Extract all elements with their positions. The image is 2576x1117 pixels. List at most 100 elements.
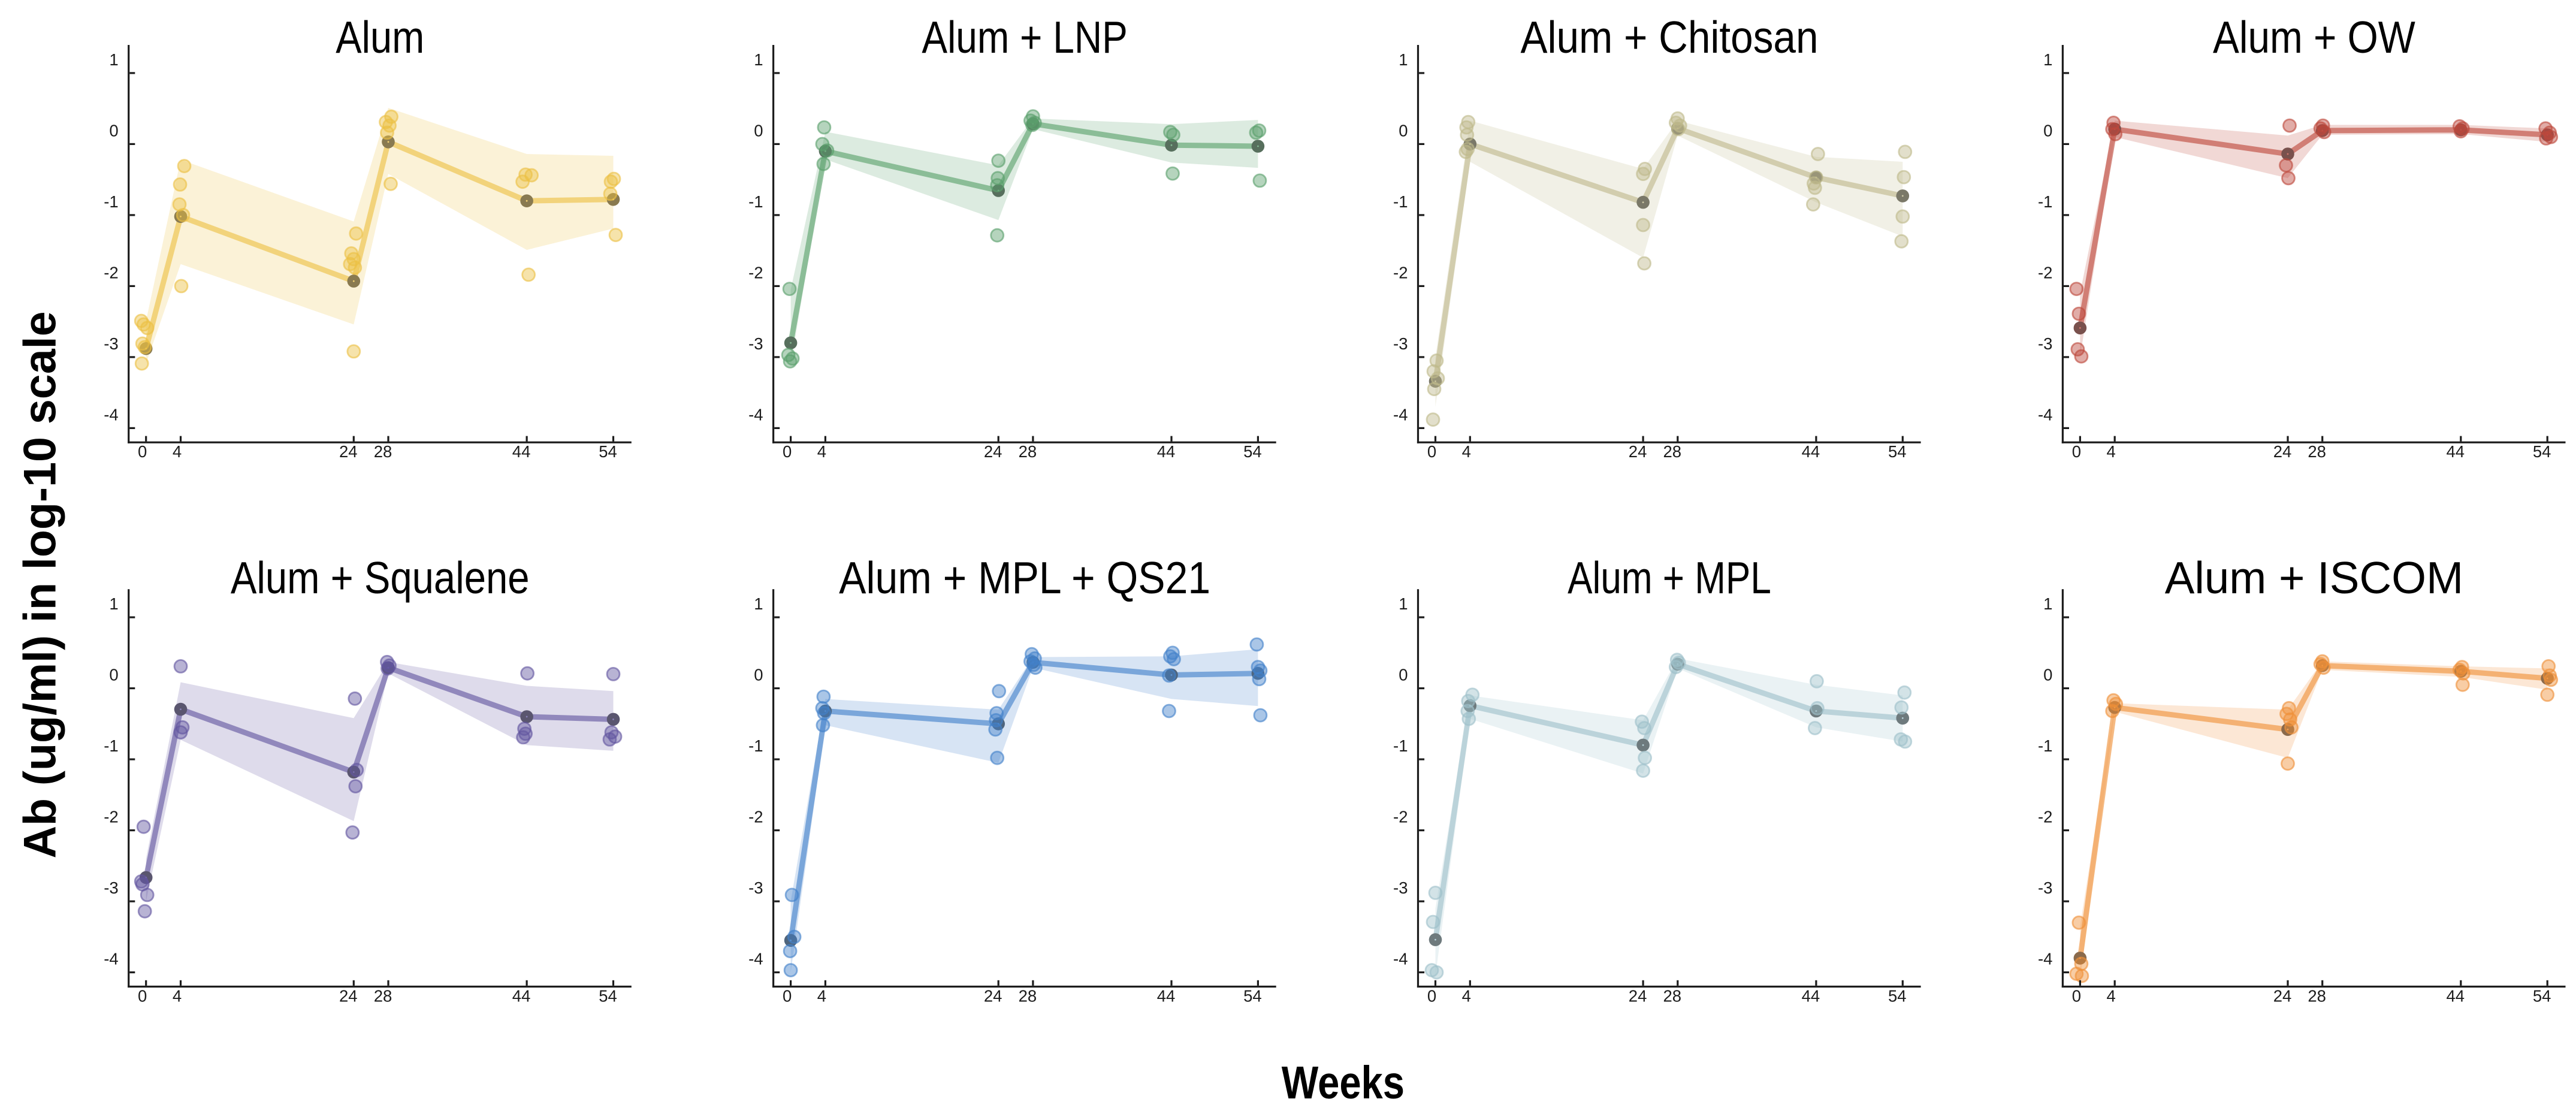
svg-text:28: 28 bbox=[2308, 442, 2326, 461]
svg-text:0: 0 bbox=[783, 986, 792, 1005]
svg-text:54: 54 bbox=[1888, 442, 1907, 461]
svg-text:0: 0 bbox=[1399, 121, 1408, 140]
svg-text:44: 44 bbox=[1157, 442, 1176, 461]
svg-text:-4: -4 bbox=[2038, 950, 2052, 968]
svg-text:-2: -2 bbox=[104, 808, 118, 826]
svg-text:-3: -3 bbox=[104, 878, 118, 897]
svg-text:-3: -3 bbox=[2038, 878, 2052, 897]
svg-text:44: 44 bbox=[2447, 442, 2465, 461]
svg-text:24: 24 bbox=[1629, 442, 1647, 461]
svg-text:0: 0 bbox=[2043, 666, 2052, 684]
svg-text:-3: -3 bbox=[748, 878, 763, 897]
svg-text:Alum + ISCOM: Alum + ISCOM bbox=[2165, 553, 2463, 603]
svg-text:4: 4 bbox=[1462, 986, 1471, 1005]
svg-text:-1: -1 bbox=[2038, 192, 2052, 211]
svg-text:28: 28 bbox=[1019, 986, 1037, 1005]
svg-text:4: 4 bbox=[173, 442, 182, 461]
svg-text:Alum + LNP: Alum + LNP bbox=[922, 12, 1128, 62]
svg-text:28: 28 bbox=[374, 986, 392, 1005]
svg-text:1: 1 bbox=[1399, 594, 1408, 613]
svg-text:1: 1 bbox=[1399, 50, 1408, 69]
svg-text:0: 0 bbox=[754, 121, 763, 140]
svg-text:0: 0 bbox=[2072, 986, 2081, 1005]
svg-text:44: 44 bbox=[1802, 986, 1820, 1005]
svg-text:1: 1 bbox=[754, 50, 763, 69]
svg-text:-4: -4 bbox=[104, 405, 118, 424]
svg-text:-4: -4 bbox=[2038, 405, 2052, 424]
svg-text:0: 0 bbox=[1427, 986, 1436, 1005]
svg-text:54: 54 bbox=[1888, 986, 1907, 1005]
svg-text:24: 24 bbox=[1629, 986, 1647, 1005]
svg-text:Alum + Chitosan: Alum + Chitosan bbox=[1521, 12, 1819, 62]
svg-text:4: 4 bbox=[2107, 442, 2116, 461]
svg-text:4: 4 bbox=[1462, 442, 1471, 461]
svg-text:0: 0 bbox=[754, 666, 763, 684]
svg-text:-2: -2 bbox=[1393, 263, 1408, 282]
svg-text:Alum + Squalene: Alum + Squalene bbox=[231, 553, 530, 603]
svg-text:Alum + MPL: Alum + MPL bbox=[1568, 553, 1771, 603]
svg-text:1: 1 bbox=[2043, 594, 2052, 613]
svg-text:0: 0 bbox=[138, 442, 147, 461]
svg-text:-2: -2 bbox=[104, 263, 118, 282]
svg-text:Alum + MPL + QS21: Alum + MPL + QS21 bbox=[839, 553, 1210, 603]
svg-text:Alum: Alum bbox=[336, 12, 424, 62]
svg-text:4: 4 bbox=[173, 986, 182, 1005]
svg-text:24: 24 bbox=[2273, 442, 2292, 461]
svg-text:-2: -2 bbox=[2038, 808, 2052, 826]
svg-text:4: 4 bbox=[817, 442, 826, 461]
svg-text:-1: -1 bbox=[748, 736, 763, 755]
svg-text:0: 0 bbox=[109, 666, 118, 684]
svg-text:0: 0 bbox=[2043, 121, 2052, 140]
svg-text:0: 0 bbox=[2072, 442, 2081, 461]
svg-text:-3: -3 bbox=[2038, 334, 2052, 353]
svg-text:54: 54 bbox=[2533, 986, 2551, 1005]
svg-text:28: 28 bbox=[1663, 986, 1682, 1005]
svg-text:0: 0 bbox=[1427, 442, 1436, 461]
svg-text:-4: -4 bbox=[1393, 405, 1408, 424]
svg-text:24: 24 bbox=[984, 442, 1002, 461]
svg-text:4: 4 bbox=[2107, 986, 2116, 1005]
svg-text:24: 24 bbox=[984, 986, 1002, 1005]
svg-text:-2: -2 bbox=[2038, 263, 2052, 282]
svg-text:24: 24 bbox=[339, 986, 358, 1005]
svg-text:44: 44 bbox=[2447, 986, 2465, 1005]
svg-text:-4: -4 bbox=[748, 405, 763, 424]
svg-text:54: 54 bbox=[1243, 442, 1262, 461]
svg-text:28: 28 bbox=[2308, 986, 2326, 1005]
svg-text:44: 44 bbox=[512, 442, 531, 461]
svg-text:54: 54 bbox=[599, 442, 617, 461]
svg-text:-1: -1 bbox=[748, 192, 763, 211]
svg-text:28: 28 bbox=[374, 442, 392, 461]
svg-text:0: 0 bbox=[109, 121, 118, 140]
svg-text:-1: -1 bbox=[104, 736, 118, 755]
svg-text:Ab (ug/ml) in log-10 scale: Ab (ug/ml) in log-10 scale bbox=[15, 312, 66, 859]
svg-text:28: 28 bbox=[1663, 442, 1682, 461]
svg-text:-3: -3 bbox=[1393, 878, 1408, 897]
svg-text:-1: -1 bbox=[1393, 736, 1408, 755]
svg-text:1: 1 bbox=[2043, 50, 2052, 69]
svg-text:0: 0 bbox=[138, 986, 147, 1005]
svg-text:1: 1 bbox=[109, 50, 118, 69]
svg-text:44: 44 bbox=[1802, 442, 1820, 461]
svg-text:-1: -1 bbox=[1393, 192, 1408, 211]
svg-text:1: 1 bbox=[754, 594, 763, 613]
svg-text:24: 24 bbox=[2273, 986, 2292, 1005]
svg-text:1: 1 bbox=[109, 594, 118, 613]
svg-text:54: 54 bbox=[1243, 986, 1262, 1005]
svg-text:24: 24 bbox=[339, 442, 358, 461]
svg-text:-2: -2 bbox=[748, 263, 763, 282]
svg-text:-4: -4 bbox=[748, 950, 763, 968]
svg-text:Alum + OW: Alum + OW bbox=[2213, 12, 2415, 62]
svg-text:44: 44 bbox=[512, 986, 531, 1005]
svg-text:54: 54 bbox=[599, 986, 617, 1005]
svg-text:0: 0 bbox=[1399, 666, 1408, 684]
svg-text:-2: -2 bbox=[748, 808, 763, 826]
svg-text:-4: -4 bbox=[1393, 950, 1408, 968]
svg-text:4: 4 bbox=[817, 986, 826, 1005]
svg-text:-1: -1 bbox=[104, 192, 118, 211]
svg-text:Weeks: Weeks bbox=[1282, 1057, 1405, 1109]
svg-text:-2: -2 bbox=[1393, 808, 1408, 826]
svg-text:-3: -3 bbox=[104, 334, 118, 353]
svg-text:54: 54 bbox=[2533, 442, 2551, 461]
svg-text:28: 28 bbox=[1019, 442, 1037, 461]
